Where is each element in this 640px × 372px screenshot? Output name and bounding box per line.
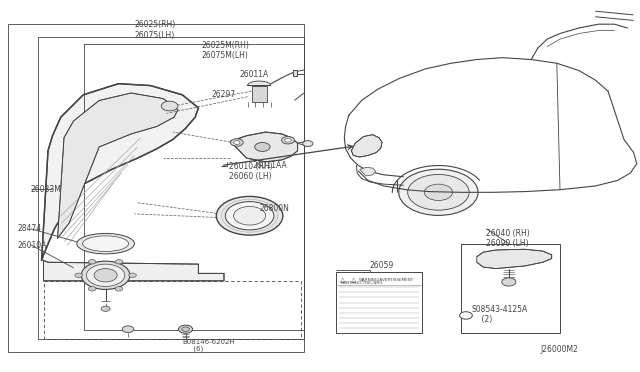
- Text: 26011AA: 26011AA: [253, 161, 287, 170]
- Polygon shape: [230, 132, 298, 162]
- Circle shape: [460, 312, 472, 319]
- Circle shape: [81, 261, 130, 289]
- Text: WARNING/AVERTISSEMENT: WARNING/AVERTISSEMENT: [358, 278, 413, 282]
- Text: 26010A: 26010A: [17, 241, 47, 250]
- Polygon shape: [477, 249, 552, 269]
- Polygon shape: [44, 260, 224, 281]
- Circle shape: [94, 269, 117, 282]
- Circle shape: [234, 141, 240, 144]
- Circle shape: [216, 196, 283, 235]
- Bar: [461, 244, 560, 333]
- Polygon shape: [248, 81, 271, 86]
- Text: J26000M2: J26000M2: [541, 345, 579, 354]
- Circle shape: [255, 142, 270, 151]
- Polygon shape: [58, 93, 178, 238]
- Circle shape: [424, 184, 452, 201]
- Bar: [252, 86, 267, 102]
- Ellipse shape: [77, 234, 134, 254]
- Text: 26025M(RH)
26075M(LH): 26025M(RH) 26075M(LH): [202, 41, 250, 60]
- Bar: [336, 272, 422, 333]
- Circle shape: [122, 326, 134, 333]
- Text: △: △: [351, 277, 356, 283]
- Circle shape: [282, 137, 294, 144]
- Text: △: △: [340, 277, 346, 283]
- Circle shape: [88, 286, 96, 291]
- Circle shape: [115, 286, 123, 291]
- Circle shape: [115, 260, 123, 264]
- Bar: [8, 24, 304, 352]
- Circle shape: [161, 101, 178, 111]
- Circle shape: [234, 206, 266, 225]
- Text: 26011A: 26011A: [240, 70, 269, 79]
- Circle shape: [101, 306, 110, 311]
- Text: 26025(RH)
26075(LH): 26025(RH) 26075(LH): [134, 20, 175, 40]
- Polygon shape: [360, 167, 376, 176]
- Text: 26040 (RH)
26090 (LH): 26040 (RH) 26090 (LH): [486, 229, 530, 248]
- Circle shape: [75, 273, 83, 278]
- Text: 26800N: 26800N: [259, 204, 289, 213]
- Circle shape: [230, 139, 243, 146]
- Bar: [293, 70, 297, 76]
- Text: 26059: 26059: [370, 261, 394, 270]
- Text: CONT.ELECTRIC,NRG: CONT.ELECTRIC,NRG: [340, 282, 383, 285]
- Text: S08543-4125A
    (2): S08543-4125A (2): [472, 305, 528, 324]
- Text: S: S: [463, 313, 468, 318]
- Circle shape: [88, 260, 96, 264]
- Text: 28474: 28474: [17, 224, 42, 233]
- Circle shape: [408, 174, 469, 210]
- Circle shape: [399, 169, 478, 215]
- Circle shape: [86, 264, 125, 286]
- Text: 26297: 26297: [211, 90, 236, 99]
- Bar: [38, 37, 304, 339]
- Ellipse shape: [83, 236, 129, 251]
- Text: B08146-6202H
     (6): B08146-6202H (6): [182, 339, 235, 352]
- Text: 26033M: 26033M: [31, 185, 61, 194]
- Circle shape: [285, 138, 291, 142]
- Circle shape: [129, 273, 136, 278]
- Circle shape: [502, 278, 516, 286]
- Circle shape: [182, 327, 189, 331]
- Text: 26010 (RH)
26060 (LH): 26010 (RH) 26060 (LH): [229, 162, 273, 181]
- Bar: [84, 44, 304, 330]
- Polygon shape: [42, 84, 198, 260]
- Circle shape: [303, 141, 313, 147]
- Circle shape: [225, 202, 274, 230]
- Polygon shape: [351, 135, 382, 157]
- Circle shape: [179, 325, 193, 333]
